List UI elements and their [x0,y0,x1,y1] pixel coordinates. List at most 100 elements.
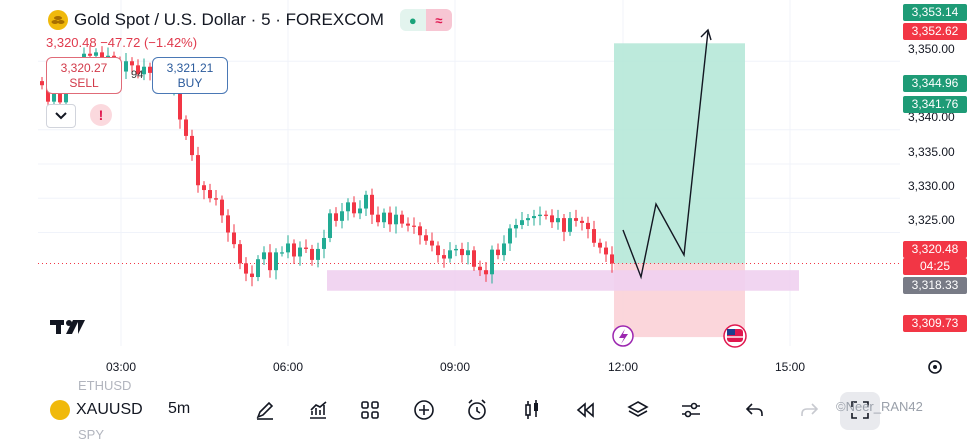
buy-label: BUY [177,76,203,90]
price-tick: 3,325.00 [908,213,955,227]
collapse-legend-button[interactable] [46,104,76,128]
alarm-icon[interactable] [464,397,490,423]
candle-body [484,270,488,275]
candle-body [286,243,290,253]
layers-icon[interactable] [625,397,651,423]
candle-body [442,255,446,259]
time-tick: 15:00 [774,360,806,374]
candle-body [580,220,584,223]
candle-body [592,229,596,243]
candle-body [244,263,248,274]
lightning-icon-glyph [619,329,628,344]
ghost-symbol-below: SPY [78,427,105,442]
candle-body [280,252,284,254]
candle-body [220,199,224,216]
candle-body [346,202,350,212]
candle-body [328,213,332,238]
bottom-toolbar [0,388,972,437]
candle-body [478,266,482,271]
symbol-header[interactable]: Gold Spot / U.S. Dollar · 5 · FOREXCOM ●… [48,9,452,31]
candle-body [604,247,608,255]
sell-label: SELL [69,76,99,90]
candle-body [388,212,392,225]
indicators-icon[interactable] [305,397,331,423]
candle-body [358,208,362,214]
bar-countdown: 04:25 [903,258,967,275]
candle-body [238,244,242,264]
gold-coins-icon [50,400,70,420]
candle-body [418,226,422,236]
time-tick: 06:00 [272,360,304,374]
projection-path [622,30,709,280]
spread-value: 94 [131,69,144,81]
candle-body [310,248,314,260]
price-tick: 3,340.00 [908,110,955,124]
target-label-2: 3,341.76 [903,96,967,113]
candle-body [550,215,554,223]
undo-icon[interactable] [742,397,768,423]
candle-body [58,93,62,103]
candle-body [466,250,470,256]
symbol-selector[interactable]: XAUUSD [50,400,143,420]
target-zone [614,43,745,264]
zone-price-label: 3,318.33 [903,277,967,294]
time-tick: 09:00 [439,360,471,374]
candle-body [232,232,236,245]
add-icon[interactable] [411,397,437,423]
projection-arrowhead [700,28,712,41]
grid-icon[interactable] [357,397,383,423]
candle-body [124,61,128,72]
support-zone [327,270,799,291]
candle-body [406,223,410,226]
candle-body [568,218,572,232]
target-high-label: 3,353.14 [903,4,967,21]
candle-body [556,218,560,223]
chart-settings-gear-icon[interactable] [926,358,944,376]
candle-body [424,235,428,241]
status-pill[interactable]: ● ≈ [399,9,452,31]
candle-body [94,52,98,56]
candle-body [460,248,464,256]
candle-body [130,61,134,66]
candle-body [400,214,404,224]
candle-body [46,85,50,102]
redo-icon[interactable] [796,397,822,423]
time-tick: 03:00 [105,360,137,374]
candle-body [370,194,374,215]
candle-body [436,245,440,256]
settings-sliders-icon[interactable] [678,397,704,423]
candle-body [454,248,458,251]
market-open-dot-icon: ● [399,9,426,31]
candle-body [250,273,254,278]
sell-button[interactable]: 3,320.27 SELL [46,57,122,94]
gold-coins-icon [48,10,68,30]
candle-body [502,243,506,256]
candle-body [376,214,380,223]
price-tick: 3,330.00 [908,179,955,193]
timeframe-selector[interactable]: 5m [168,400,191,417]
candle-body [256,259,260,278]
candle-body [490,249,494,275]
candle-body [142,66,146,75]
fullscreen-button-bg[interactable] [840,392,880,430]
candle-body [196,155,200,186]
fullscreen-icon[interactable] [847,397,873,423]
candle-body [100,52,104,60]
candle-body [202,185,206,191]
replay-icon[interactable] [572,397,598,423]
candle-body [472,250,476,267]
candle-body [544,214,548,216]
candle-body [184,119,188,136]
alert-icon[interactable]: ! [90,104,112,126]
ghost-symbol-above: ETHUSD [78,378,132,393]
candle-body [334,213,338,221]
target-label: 3,344.96 [903,75,967,92]
candle-body [430,240,434,246]
stop-price-label: 3,309.73 [903,315,967,332]
candles-icon[interactable] [519,397,545,423]
brush-icon[interactable] [252,397,278,423]
candle-body [340,211,344,221]
candle-body [394,214,398,225]
buy-button[interactable]: 3,321.21 BUY [152,57,228,94]
